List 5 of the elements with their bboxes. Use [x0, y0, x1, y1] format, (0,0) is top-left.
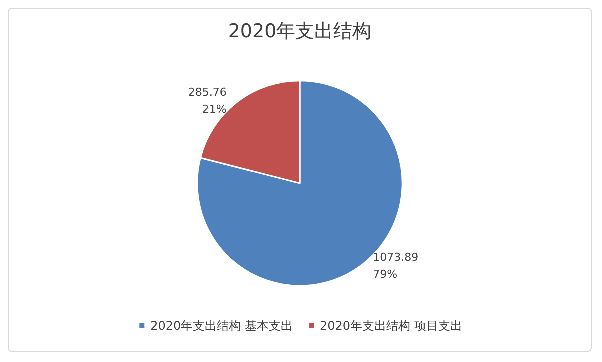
legend-label: 2020年支出结构 基本支出: [150, 319, 294, 333]
data-label: 285.76 21%: [188, 86, 227, 116]
chart-title: 2020年支出结构: [228, 20, 372, 42]
data-label: 1073.89 79%: [373, 251, 419, 282]
legend-label: 2020年支出结构 项目支出: [320, 319, 462, 333]
